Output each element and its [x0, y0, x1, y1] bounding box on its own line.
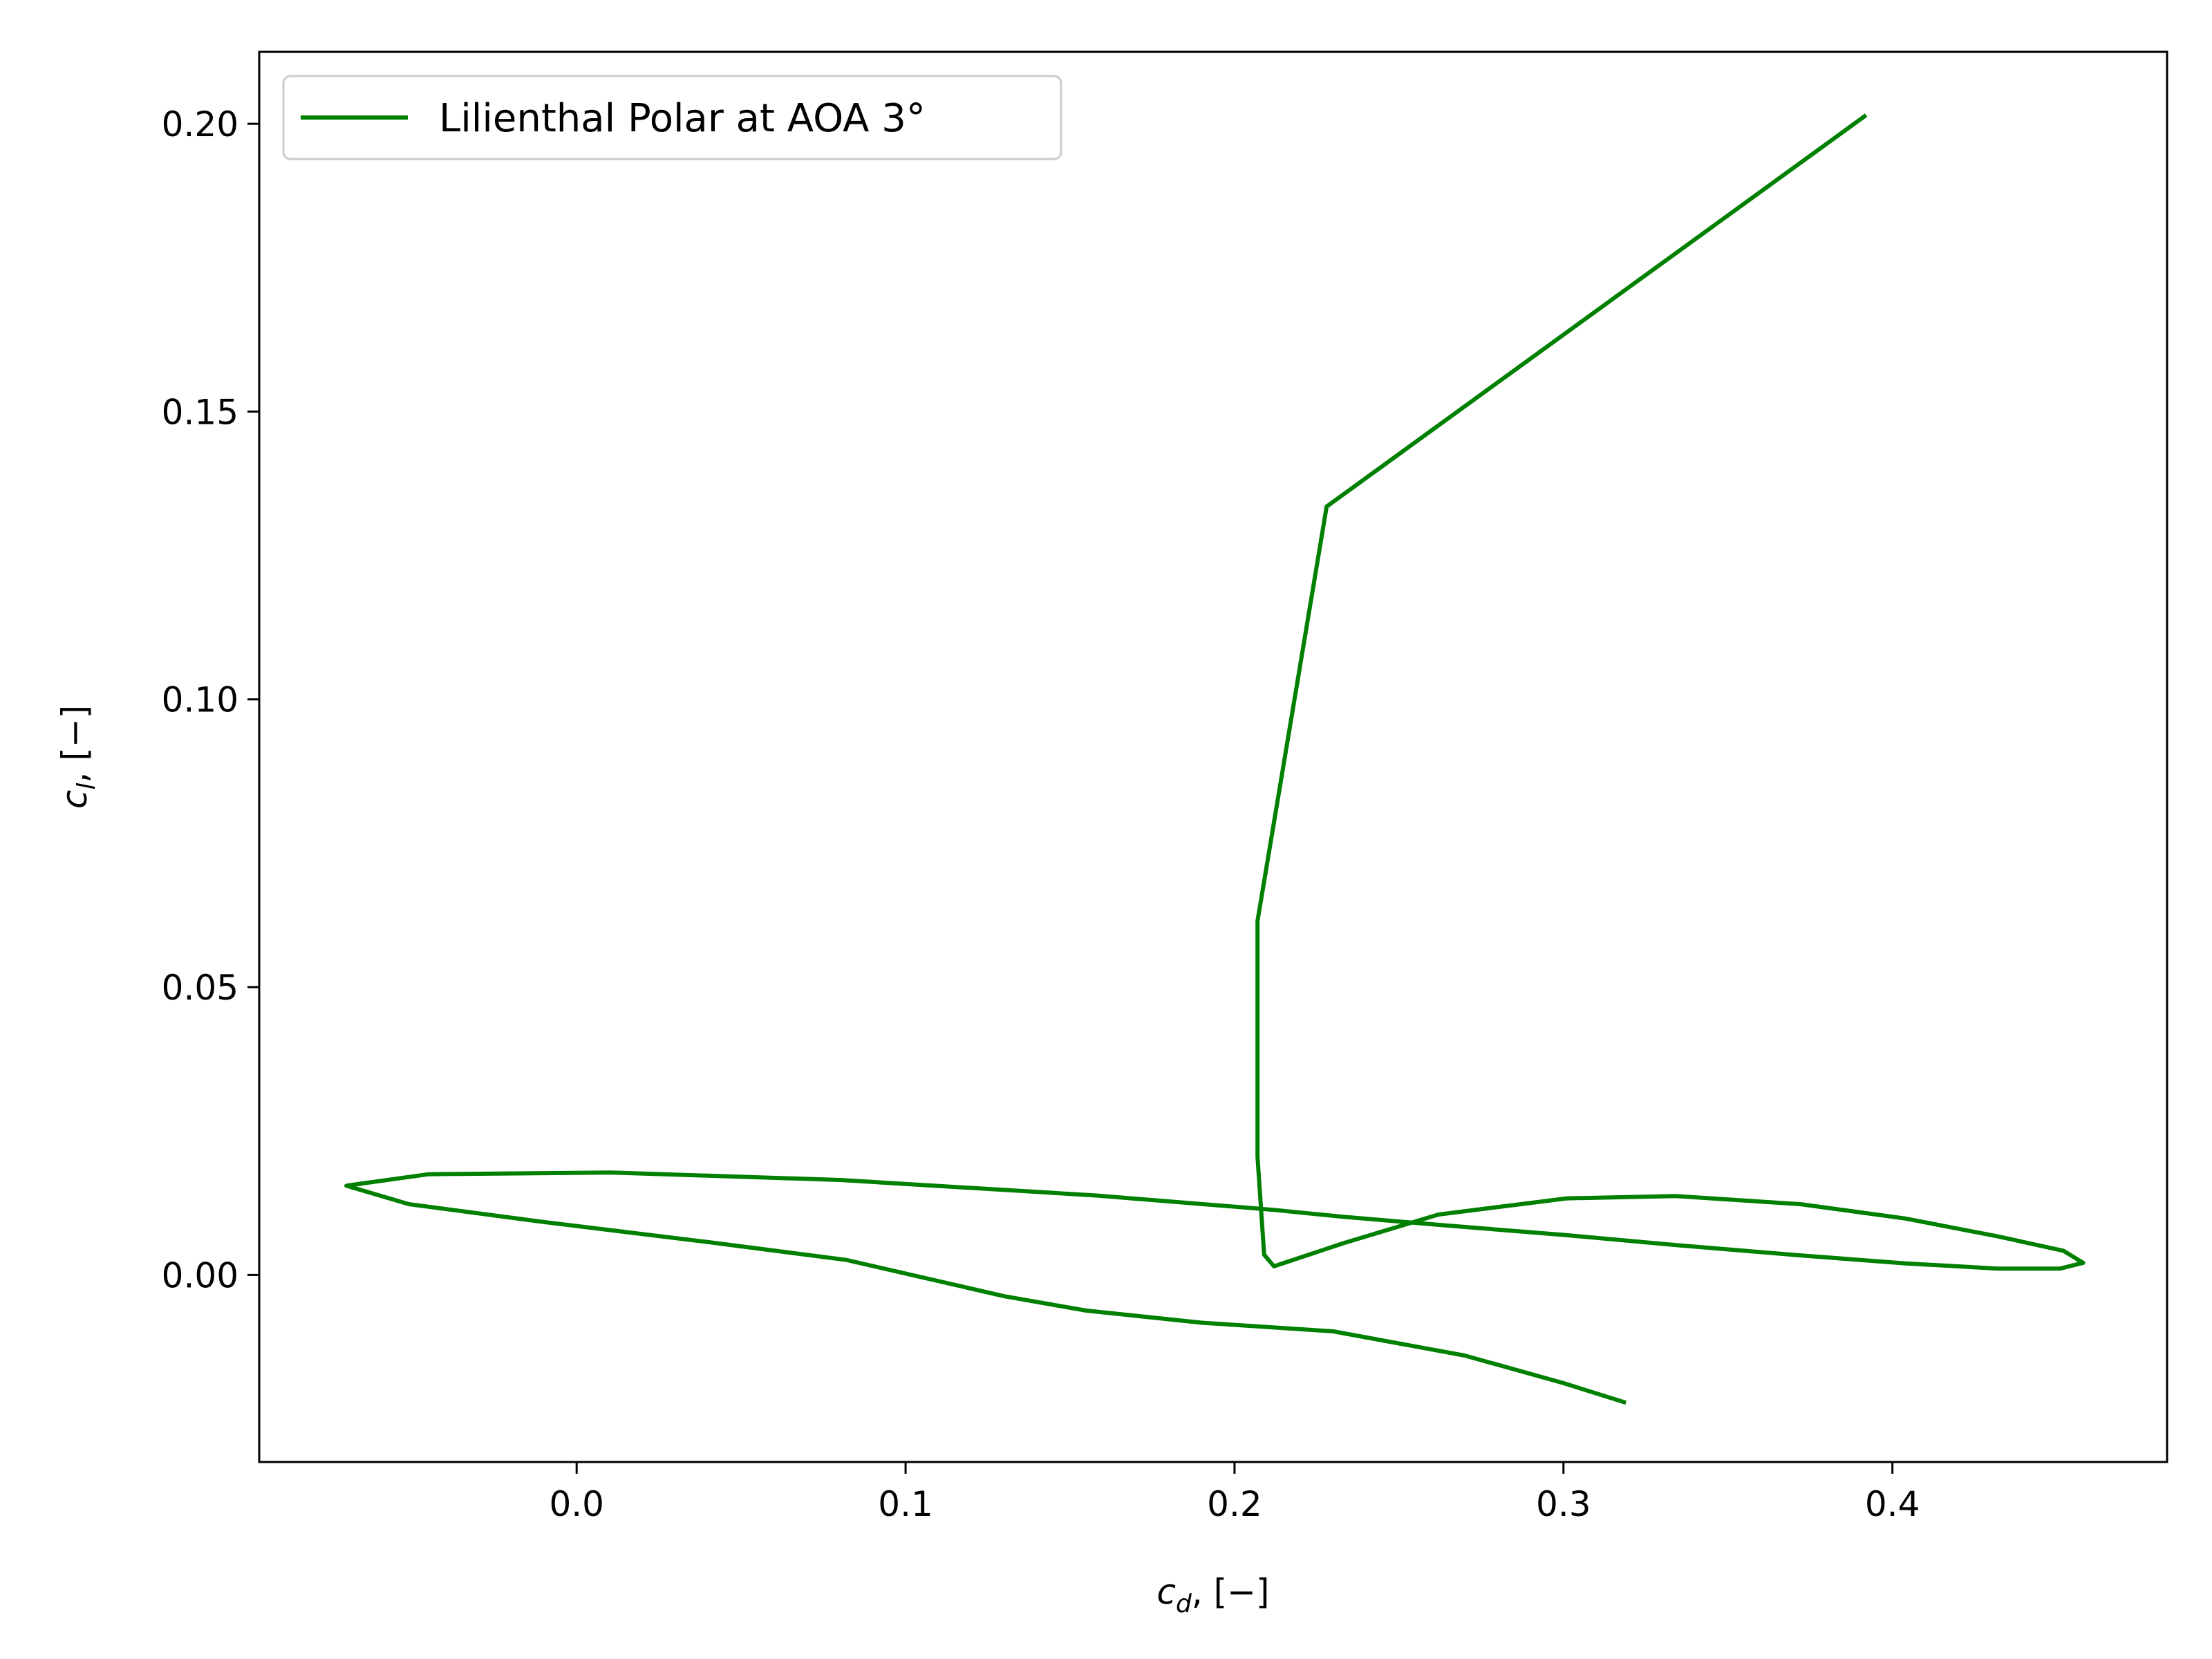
legend: Lilienthal Polar at AOA 3°: [282, 75, 1062, 160]
y-tick-label: 0.00: [162, 1255, 238, 1295]
x-tick-label: 0.3: [1536, 1484, 1591, 1524]
plot-frame: [258, 50, 2168, 1463]
x-axis-label-suffix: , [−]: [1192, 1572, 1270, 1612]
x-tick-label: 0.1: [878, 1484, 933, 1524]
legend-box: [282, 75, 1062, 160]
plot-area: [259, 52, 2167, 1462]
y-tick-label: 0.05: [162, 968, 238, 1008]
y-axis: 0.00 0.05 0.10 0.15 0.20: [162, 104, 259, 1295]
y-tick-label: 0.10: [162, 680, 238, 720]
legend-label: Lilienthal Polar at AOA 3°: [439, 96, 926, 141]
x-tick-label: 0.0: [549, 1484, 604, 1524]
y-axis-label: cl, [−]: [55, 705, 101, 809]
x-axis: 0.0 0.1 0.2 0.3 0.4: [549, 1462, 1920, 1524]
series-line-0: [344, 113, 2086, 1405]
x-axis-label-main: c: [1156, 1572, 1176, 1612]
y-axis-label-sub: l: [73, 783, 101, 790]
x-axis-label: cd, [−]: [1156, 1572, 1269, 1618]
y-axis-label-main: c: [55, 790, 95, 809]
x-tick-label: 0.4: [1865, 1484, 1920, 1524]
y-tick-label: 0.20: [162, 104, 238, 144]
x-tick-label: 0.2: [1207, 1484, 1262, 1524]
series-layer: [344, 113, 2086, 1405]
y-axis-label-suffix: , [−]: [55, 705, 95, 783]
y-tick-label: 0.15: [162, 392, 238, 432]
x-axis-label-sub: d: [1176, 1590, 1192, 1618]
